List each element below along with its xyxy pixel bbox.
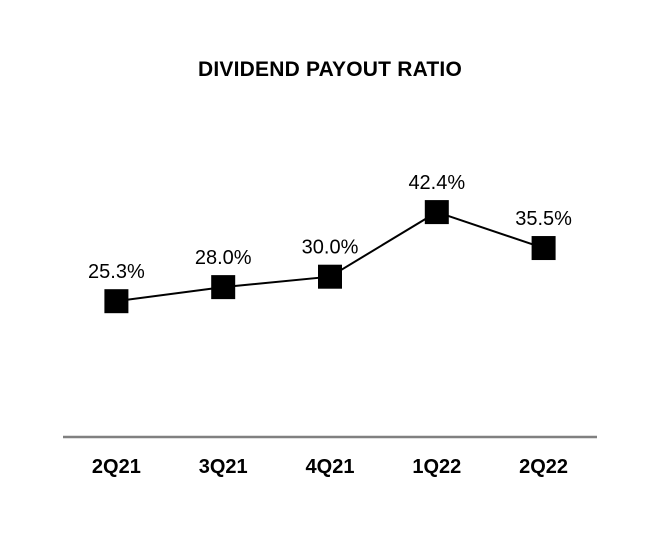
data-point-marker-3Q21 (211, 275, 236, 300)
data-point-marker-2Q21 (104, 289, 129, 314)
x-axis-tick-label-4Q21: 4Q21 (306, 456, 355, 478)
data-label-4Q21: 30.0% (302, 237, 359, 259)
x-axis-tick-label-3Q21: 3Q21 (199, 456, 248, 478)
chart-title: DIVIDEND PAYOUT RATIO (197, 58, 462, 81)
data-label-1Q22: 42.4% (408, 172, 465, 194)
x-axis-tick-label-2Q22: 2Q22 (519, 456, 568, 478)
data-label-3Q21: 28.0% (195, 247, 252, 269)
data-point-marker-1Q22 (424, 200, 449, 225)
data-point-marker-4Q21 (318, 264, 342, 289)
data-point-marker-2Q22 (531, 236, 556, 261)
x-axis-tick-label-2Q21: 2Q21 (92, 456, 141, 478)
data-label-2Q22: 35.5% (515, 208, 572, 230)
data-label-2Q21: 25.3% (88, 261, 145, 283)
x-axis-tick-label-1Q22: 1Q22 (412, 456, 461, 478)
